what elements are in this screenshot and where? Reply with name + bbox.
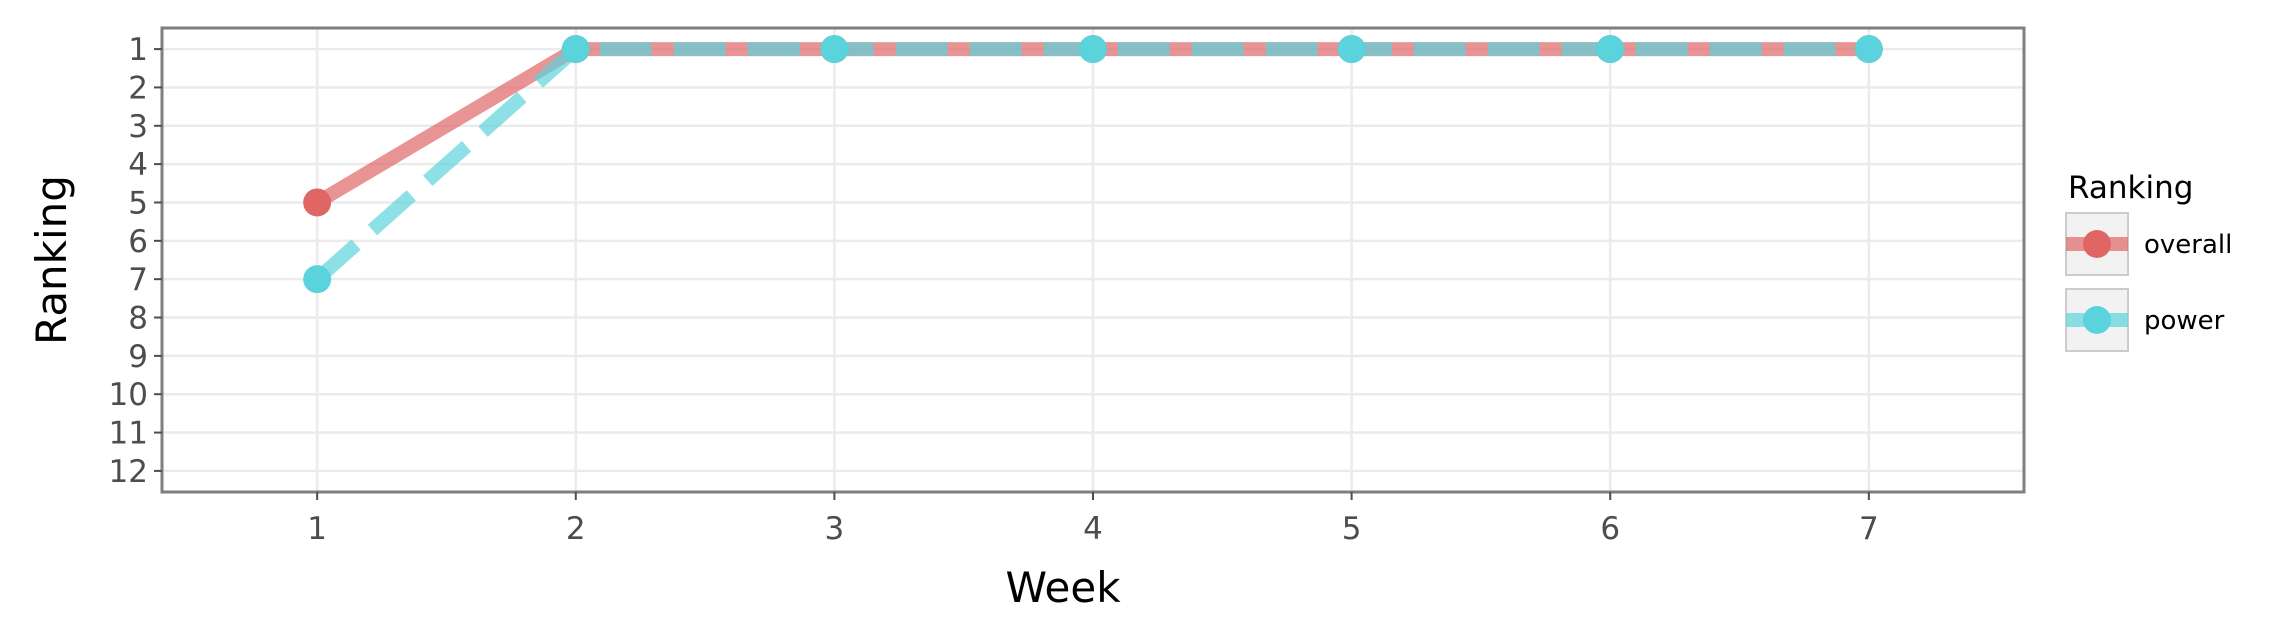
legend-key-point: [2083, 230, 2111, 258]
x-axis-ticks: 1 2 3 4 5 6 7: [307, 492, 1879, 547]
x-tick-label: 2: [566, 511, 586, 547]
data-point-power: [303, 265, 332, 294]
legend-label: overall: [2144, 230, 2232, 260]
data-point-power: [1854, 35, 1883, 64]
x-tick-label: 6: [1600, 511, 1620, 547]
x-tick-label: 1: [307, 511, 327, 547]
y-tick-label: 11: [109, 416, 148, 452]
y-tick-label: 2: [128, 70, 148, 106]
x-tick-label: 4: [1083, 511, 1103, 547]
legend-items: overall power: [2065, 212, 2232, 352]
x-axis-title: Week: [1005, 563, 1121, 612]
x-tick-label: 5: [1342, 511, 1362, 547]
y-tick-label: 6: [128, 224, 148, 260]
x-tick-label: 7: [1859, 511, 1879, 547]
y-tick-label: 12: [109, 454, 148, 490]
y-axis-title: Ranking: [27, 175, 76, 345]
legend-item-overall: overall: [2065, 212, 2232, 276]
data-point-power: [820, 35, 849, 64]
x-tick-label: 3: [825, 511, 845, 547]
data-point-power: [1337, 35, 1366, 64]
y-tick-label: 8: [128, 301, 148, 337]
legend-title: Ranking: [2068, 170, 2193, 206]
data-point-overall: [303, 188, 332, 217]
y-tick-label: 9: [128, 339, 148, 375]
legend-label: power: [2144, 306, 2225, 336]
y-tick-label: 5: [128, 185, 148, 221]
y-tick-label: 10: [109, 377, 148, 413]
legend-key-point: [2083, 306, 2111, 334]
y-tick-label: 3: [128, 109, 148, 145]
y-tick-label: 1: [128, 32, 148, 68]
legend-item-power: power: [2065, 288, 2225, 352]
legend: Ranking overall power: [2065, 170, 2232, 352]
series-points: [303, 35, 1883, 294]
y-tick-label: 4: [128, 147, 148, 183]
data-point-power: [1079, 35, 1107, 64]
y-tick-label: 7: [128, 262, 148, 298]
data-point-power: [1596, 35, 1625, 64]
data-point-power: [561, 35, 590, 64]
